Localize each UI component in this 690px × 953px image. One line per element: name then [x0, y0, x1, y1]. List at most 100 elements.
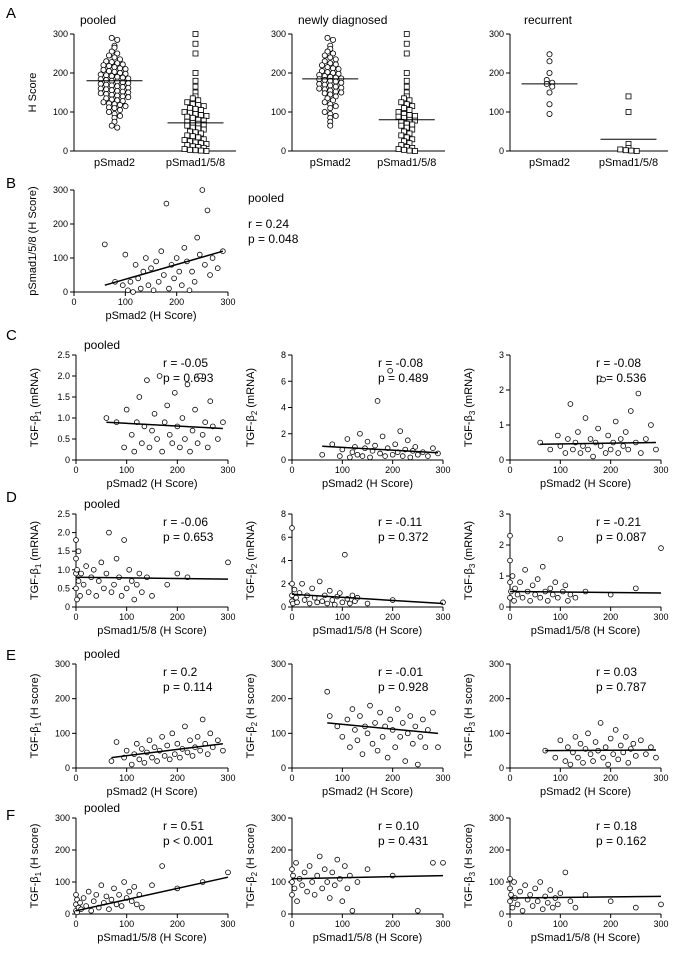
data-point-circle: [332, 103, 339, 110]
data-point: [622, 429, 629, 435]
data-point: [407, 713, 414, 719]
data-point: [121, 537, 127, 543]
x-tick-label: 0: [507, 612, 512, 622]
y-tick-label: 200: [271, 68, 286, 78]
regression-line: [106, 421, 223, 430]
chart-title-a2: newly diagnosed: [298, 13, 387, 27]
data-point: [357, 713, 363, 719]
stat-label: p = 0.114: [163, 680, 213, 694]
data-point: [209, 255, 216, 261]
regression-line: [291, 874, 444, 880]
data-point: [607, 446, 614, 453]
data-point: [182, 723, 188, 730]
data-point-square: [187, 105, 193, 111]
y-tick-label: 300: [53, 185, 68, 195]
data-point: [139, 589, 145, 595]
data-point: [367, 702, 373, 709]
data-point: [73, 555, 79, 562]
data-point: [199, 187, 206, 193]
x-tick-label: 200: [169, 297, 184, 307]
data-point: [617, 742, 624, 749]
data-point: [290, 872, 296, 879]
data-point: [615, 756, 622, 763]
data-point: [399, 720, 406, 726]
data-point: [562, 582, 569, 589]
y-tick-label: 3: [499, 509, 504, 519]
x-category-label: pSmad2: [94, 157, 135, 169]
data-point: [331, 601, 338, 608]
data-point: [85, 589, 92, 595]
data-point: [77, 899, 83, 906]
y-tick-label: 300: [271, 659, 286, 669]
x-tick-label: 300: [435, 919, 450, 929]
y-tick-label: 0: [65, 602, 70, 612]
data-point: [215, 436, 221, 442]
data-point: [225, 869, 231, 876]
data-point: [522, 566, 528, 573]
data-point: [293, 594, 299, 601]
data-point: [153, 258, 159, 265]
data-point: [184, 381, 191, 388]
data-point: [638, 737, 644, 744]
x-axis-label-d1: pSmad1/5/8 (H Score): [97, 625, 206, 637]
data-point: [111, 581, 117, 588]
y-tick-label: 200: [489, 68, 504, 78]
data-point: [567, 401, 574, 407]
data-point: [331, 882, 338, 888]
data-point: [605, 432, 611, 439]
x-tick-label: 0: [289, 612, 294, 622]
data-point-square: [403, 31, 410, 37]
y-tick-label: 300: [55, 659, 70, 669]
data-point: [126, 888, 132, 895]
data-point: [126, 566, 132, 573]
data-point: [544, 899, 551, 906]
panel-label-c: C: [6, 327, 17, 344]
data-point: [207, 398, 214, 405]
data-point: [202, 261, 208, 268]
data-point: [127, 278, 134, 285]
data-point: [154, 436, 160, 442]
data-point: [387, 367, 393, 374]
x-tick-label: 300: [435, 773, 450, 783]
x-tick-label: 300: [435, 465, 450, 475]
data-point: [164, 742, 171, 749]
stat-label: r = -0.06: [163, 515, 208, 529]
data-point: [507, 898, 513, 904]
y-tick-label: 6: [281, 376, 286, 386]
x-tick-label: 0: [73, 919, 78, 929]
data-point: [136, 394, 143, 400]
x-category-label: pSmad2: [310, 157, 351, 169]
y-tick-label: 1.0: [57, 565, 70, 575]
data-point: [159, 863, 165, 869]
x-category-label: pSmad2: [529, 157, 570, 169]
data-point: [75, 578, 82, 584]
data-point: [565, 597, 571, 604]
data-point-square: [412, 113, 418, 119]
data-point: [119, 282, 126, 289]
y-tick-label: 200: [53, 219, 68, 229]
data-point: [316, 578, 323, 585]
data-point: [293, 859, 299, 866]
data-point-square: [187, 146, 193, 153]
x-tick-label: 0: [73, 773, 78, 783]
data-point: [507, 557, 513, 564]
x-axis-label-d2: pSmad1/5/8 (H Score): [313, 625, 422, 637]
y-axis-label-e2: TGF-β2 (H score): [245, 674, 259, 759]
data-point: [125, 287, 131, 294]
stat-label: p = 0.431: [378, 834, 429, 848]
data-point: [394, 706, 401, 712]
data-point-square: [195, 120, 202, 127]
data-point: [144, 377, 150, 384]
data-point-circle: [327, 82, 334, 89]
x-tick-label: 200: [603, 919, 618, 929]
data-point: [562, 758, 569, 764]
data-point-square: [403, 40, 410, 47]
y-tick-label: 0: [63, 287, 68, 297]
data-point: [149, 593, 155, 599]
regression-line: [104, 250, 224, 286]
y-tick-label: 100: [53, 107, 68, 117]
data-point: [177, 754, 183, 761]
data-point: [73, 891, 79, 898]
data-point: [289, 891, 295, 898]
